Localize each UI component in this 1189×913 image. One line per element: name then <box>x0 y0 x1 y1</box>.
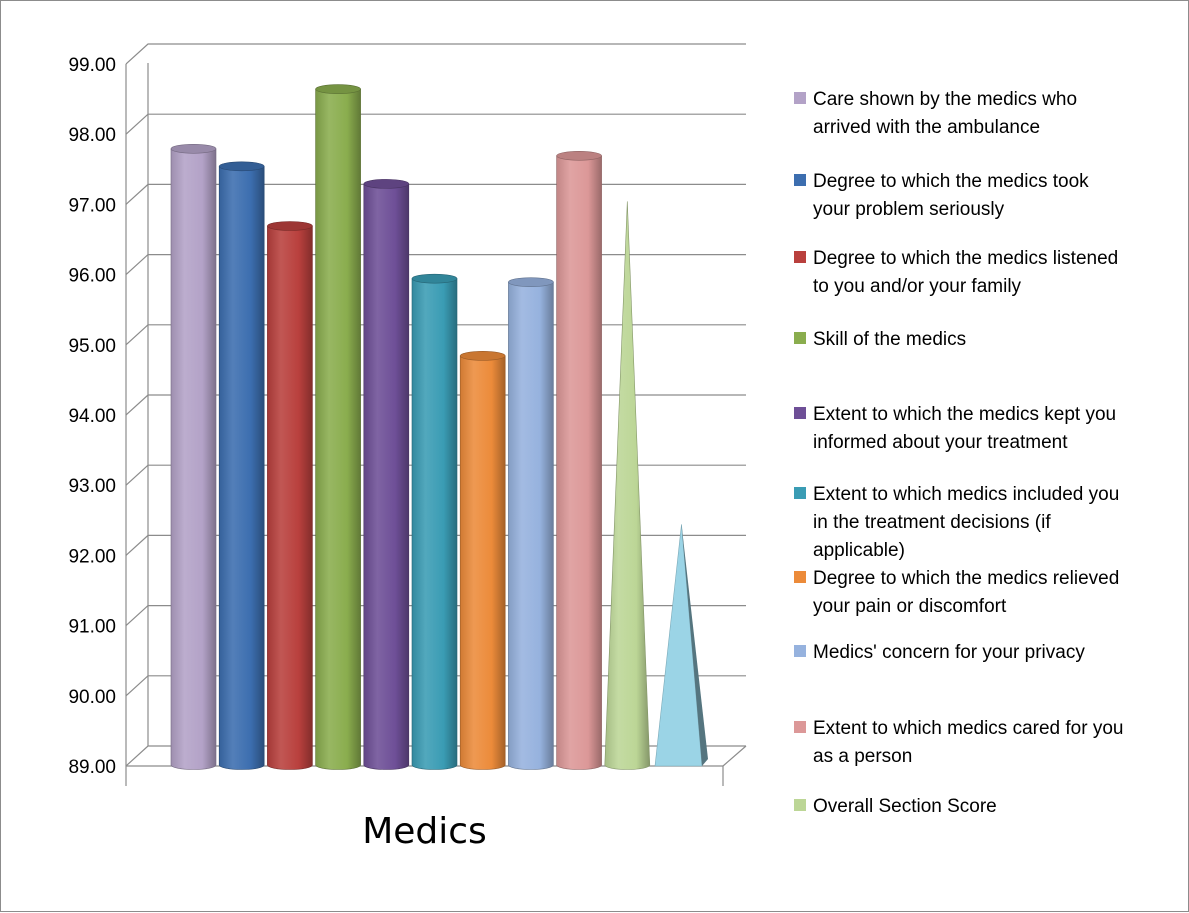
pyramid-side <box>681 524 708 766</box>
legend-swatch <box>794 332 806 344</box>
bar-top <box>411 273 458 284</box>
bar-top <box>267 221 313 231</box>
legend-label: in the treatment decisions (if <box>813 512 1051 533</box>
y-tick-label: 93.00 <box>68 476 116 497</box>
y-tick-label: 92.00 <box>68 546 116 567</box>
bar-body <box>459 355 506 770</box>
legend-label: Medics' concern for your privacy <box>813 642 1085 663</box>
legend-item-10: Overall Section Score <box>794 796 997 817</box>
bar-top <box>363 179 410 189</box>
bars <box>170 84 708 770</box>
bar-body <box>363 183 410 770</box>
y-tick-label: 90.00 <box>68 687 116 708</box>
bar-top <box>218 161 265 172</box>
bar-3 <box>267 221 313 770</box>
legend-swatch <box>794 799 806 811</box>
legend-item-1: Care shown by the medics who arrived with… <box>794 89 1077 138</box>
legend-label: to you and/or your family <box>813 276 1022 297</box>
legend-label: Skill of the medics <box>813 329 966 350</box>
y-tick-label: 97.00 <box>68 195 116 216</box>
x-category-label: Medics <box>362 811 487 852</box>
bar-10 <box>604 201 651 770</box>
y-tick-label: 95.00 <box>68 336 116 357</box>
legend-swatch <box>794 645 806 657</box>
bar-body <box>508 281 554 770</box>
bar-top <box>315 84 361 94</box>
floor-right-edge <box>722 745 747 767</box>
legend-label: informed about your treatment <box>813 432 1068 453</box>
y-tick-label: 96.00 <box>68 266 116 287</box>
bar-7 <box>459 351 506 770</box>
bar-body <box>556 155 602 770</box>
legend-label: Degree to which the medics listened <box>813 248 1118 269</box>
legend-item-4: Skill of the medics <box>794 329 966 350</box>
legend-label: applicable) <box>813 540 905 561</box>
bar-4 <box>315 84 361 770</box>
legend-item-9: Extent to which medics cared for you as a… <box>794 718 1123 767</box>
legend-swatch <box>794 92 806 104</box>
y-tick-label: 91.00 <box>68 617 116 638</box>
bar-top <box>170 143 217 154</box>
legend-label: Overall Section Score <box>813 796 997 817</box>
legend-item-5: Extent to which the medics kept you infor… <box>794 404 1116 453</box>
bar-body <box>411 278 458 770</box>
bar-top <box>508 277 554 287</box>
legend-swatch <box>794 721 806 733</box>
legend-label: Degree to which the medics relieved <box>813 568 1119 589</box>
legend-label: Care shown by the medics who <box>813 89 1077 110</box>
bar-8 <box>508 277 554 770</box>
bar-9 <box>556 150 602 770</box>
bar-top <box>556 150 602 161</box>
legend-label: Degree to which the medics took <box>813 171 1089 192</box>
bar-5 <box>363 179 410 770</box>
legend-label: Extent to which medics cared for you <box>813 718 1123 739</box>
y-tick-label: 99.00 <box>68 55 116 76</box>
legend-item-2: Degree to which the medics took your prob… <box>794 171 1089 220</box>
legend-label: arrived with the ambulance <box>813 117 1040 138</box>
legend-swatch <box>794 407 806 419</box>
bar-11 <box>654 524 708 767</box>
legend-label: Extent to which medics included you <box>813 484 1119 505</box>
cone-body <box>604 201 651 770</box>
bar-top <box>459 351 506 361</box>
gridline <box>125 183 746 205</box>
legend-swatch <box>794 174 806 186</box>
y-tick-label: 89.00 <box>68 757 116 778</box>
bar-body <box>218 166 265 770</box>
legend-item-7: Degree to which the medics relieved your … <box>794 568 1119 617</box>
gridline <box>125 254 746 276</box>
legend-swatch <box>794 251 806 263</box>
legend-label: Extent to which the medics kept you <box>813 404 1116 425</box>
bar-1 <box>170 143 217 770</box>
y-tick-label: 94.00 <box>68 406 116 427</box>
x-axis: Medics <box>362 811 487 852</box>
bar-6 <box>411 273 458 770</box>
gridline <box>125 43 746 65</box>
gridline <box>125 113 746 135</box>
legend-swatch <box>794 571 806 583</box>
legend-label: as a person <box>813 746 912 767</box>
bar-body <box>170 148 217 770</box>
legend: Care shown by the medics who arrived with… <box>794 89 1123 817</box>
legend-item-3: Degree to which the medics listened to yo… <box>794 248 1118 297</box>
legend-label: your problem seriously <box>813 199 1005 220</box>
bar-body <box>267 225 313 770</box>
legend-item-6: Extent to which medics included you in th… <box>794 484 1119 561</box>
bar-2 <box>218 161 265 770</box>
legend-swatch <box>794 487 806 499</box>
y-axis-ticks: 89.00 90.00 91.00 92.00 93.00 94.00 95.00 96.00… <box>68 55 116 778</box>
legend-item-8: Medics' concern for your privacy <box>794 642 1085 663</box>
bar-body <box>315 88 361 770</box>
legend-label: your pain or discomfort <box>813 596 1007 617</box>
y-tick-label: 98.00 <box>68 125 116 146</box>
